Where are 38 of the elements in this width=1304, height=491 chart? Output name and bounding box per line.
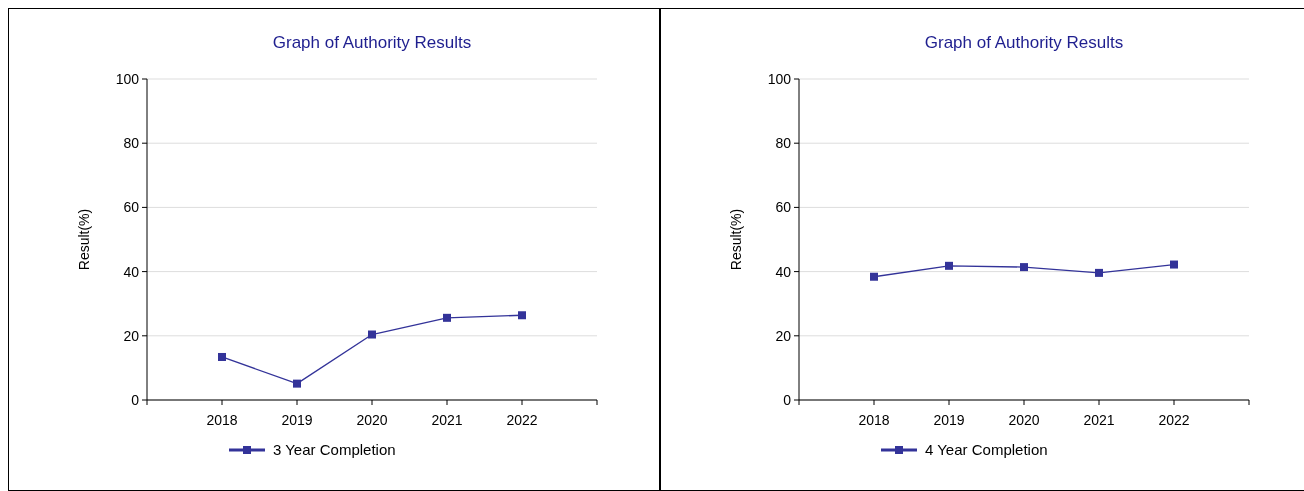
legend-label: 3 Year Completion [273, 441, 396, 459]
y-tick-label: 20 [123, 327, 140, 344]
y-axis-title: Result(%) [76, 208, 92, 271]
x-tick-label: 2018 [858, 412, 890, 428]
point [1020, 263, 1028, 272]
x-tick-label: 2019 [933, 412, 965, 428]
y-tick-label: 40 [123, 263, 140, 280]
point [293, 379, 301, 388]
y-tick-label: 20 [775, 327, 792, 344]
y-tick-label: 100 [115, 70, 140, 87]
x-tick-label: 2019 [281, 412, 313, 428]
point [218, 352, 226, 361]
x-tick-label: 2020 [1008, 412, 1040, 428]
x-tick-label: 2021 [1083, 412, 1115, 428]
chart-title: Graph of Authority Results [272, 33, 472, 52]
x-tick-label: 2022 [1158, 412, 1190, 428]
x-tick-label: 2020 [356, 412, 388, 428]
x-tick-label: 2021 [431, 412, 463, 428]
y-tick-label: 60 [775, 199, 792, 216]
y-tick-label: 40 [775, 263, 792, 280]
y-tick-label: 0 [783, 391, 792, 408]
point [443, 313, 451, 322]
chart-title: Graph of Authority Results [924, 33, 1124, 52]
y-tick-label: 80 [775, 135, 792, 152]
x-tick-label: 2018 [206, 412, 238, 428]
x-tick-label: 2022 [506, 412, 538, 428]
y-tick-label: 100 [767, 70, 792, 87]
legend-label: 4 Year Completion [925, 441, 1048, 459]
y-tick-label: 60 [123, 199, 140, 216]
point [518, 311, 526, 320]
y-axis-title: Result(%) [728, 208, 744, 271]
point [945, 261, 953, 270]
y-tick-label: 80 [123, 135, 140, 152]
point [1095, 268, 1103, 277]
y-tick-label: 0 [131, 391, 140, 408]
point [870, 272, 878, 281]
point [1170, 260, 1178, 269]
point [368, 330, 376, 339]
